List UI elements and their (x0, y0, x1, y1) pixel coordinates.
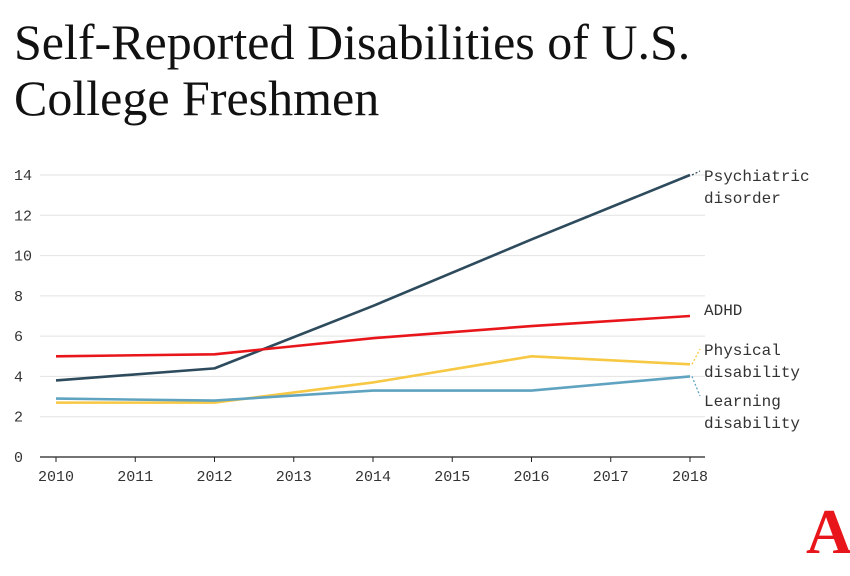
leader-line (691, 348, 701, 365)
x-tick-label: 2013 (276, 469, 312, 486)
x-tick-label: 2017 (593, 469, 629, 486)
series-line (56, 354, 691, 404)
y-tick-label: 14 (14, 168, 32, 185)
series-label: Physical (704, 342, 781, 360)
series-label: Psychiatric (704, 168, 810, 186)
y-tick-label: 8 (14, 289, 23, 306)
y-tick-label: 0 (14, 450, 23, 467)
x-tick-label: 2011 (117, 469, 153, 486)
chart-title: Self-Reported Disabilities of U.S. Colle… (14, 14, 691, 126)
y-tick-label: 10 (14, 249, 32, 266)
y-tick-label: 4 (14, 369, 23, 386)
x-tick-label: 2016 (513, 469, 549, 486)
x-tick-label: 2015 (434, 469, 470, 486)
x-tick-label: 2014 (355, 469, 391, 486)
series-label: ADHD (704, 302, 742, 320)
series-label: disability (704, 364, 800, 382)
leader-line (691, 170, 701, 176)
x-tick-label: 2018 (672, 469, 708, 486)
series-label: Learning (704, 393, 781, 411)
x-tick-label: 2012 (196, 469, 232, 486)
series-label: disorder (704, 190, 781, 208)
y-tick-label: 12 (14, 208, 32, 225)
leader-line (691, 376, 701, 397)
y-tick-label: 2 (14, 410, 23, 427)
series-line (55, 375, 691, 402)
series-label: disability (704, 415, 800, 433)
x-tick-label: 2010 (38, 469, 74, 486)
series-line (55, 314, 691, 358)
y-tick-label: 6 (14, 329, 23, 346)
publisher-logo: A (806, 496, 850, 567)
series-line (55, 173, 691, 382)
